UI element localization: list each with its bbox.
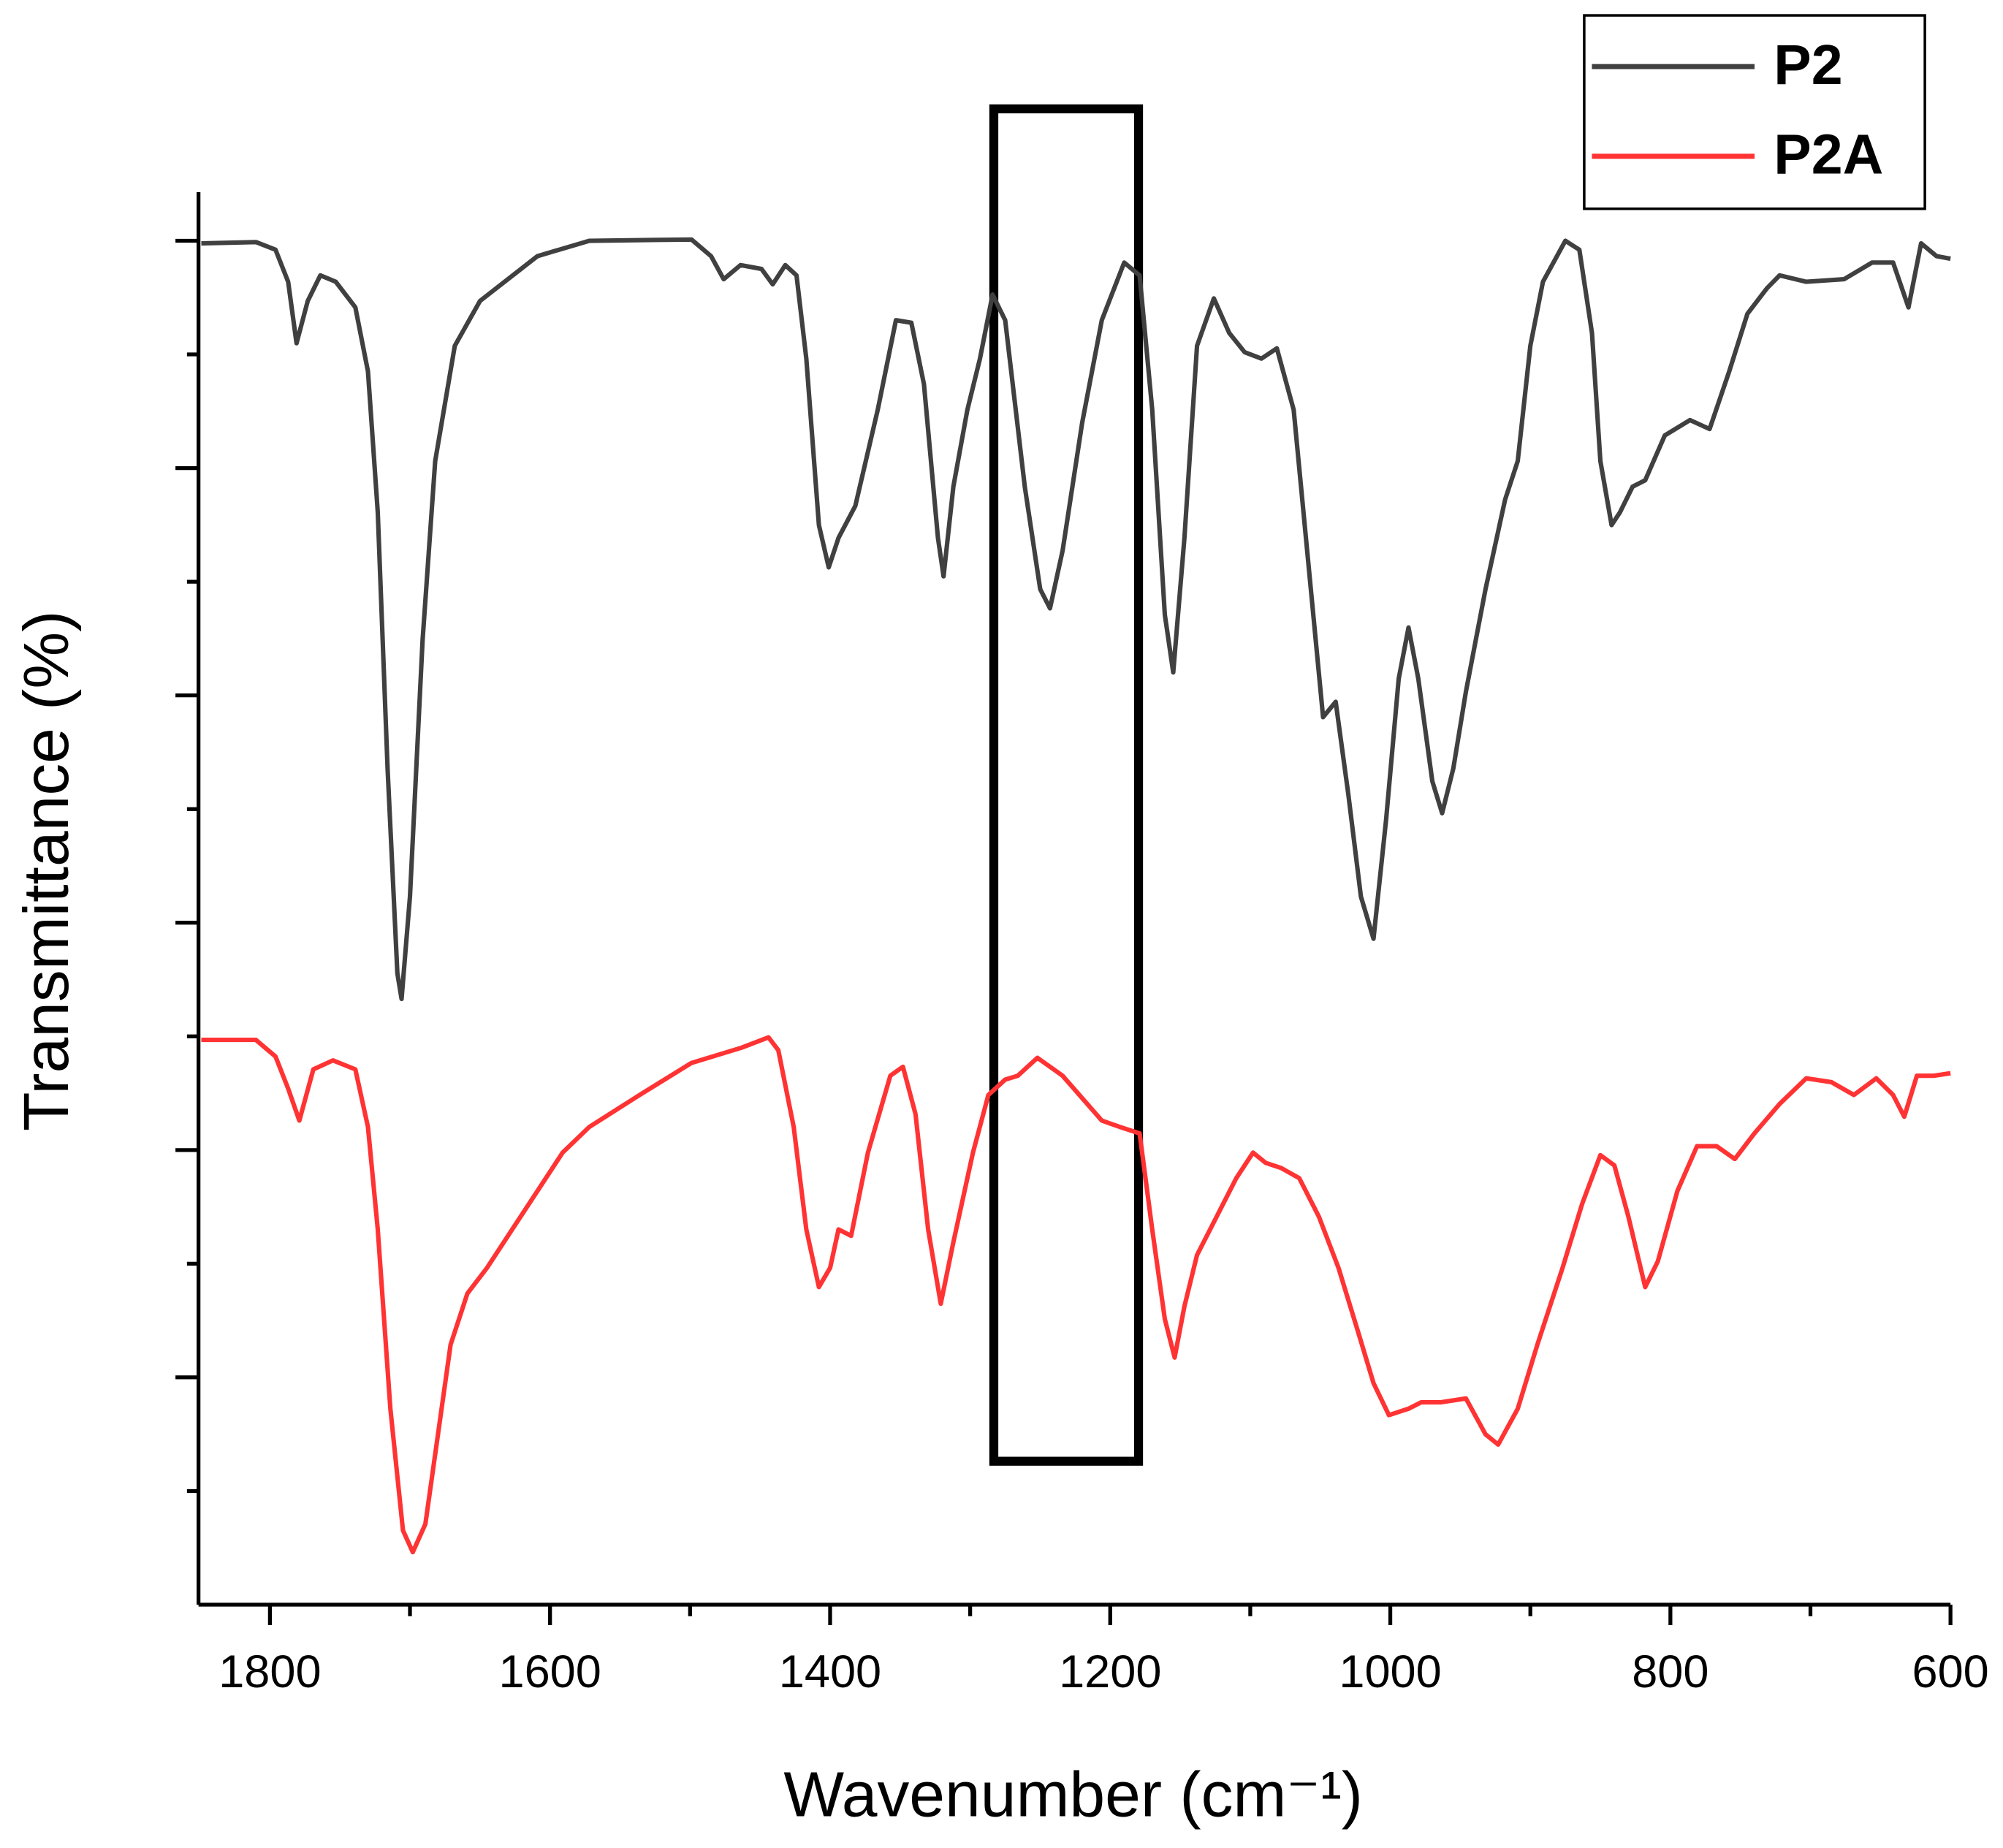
x-tick-label: 1600 <box>499 1646 601 1697</box>
legend-label: P2 <box>1774 34 1842 96</box>
x-tick-label: 600 <box>1912 1646 1989 1697</box>
x-tick-label: 1000 <box>1339 1646 1441 1697</box>
x-tick-label: 1800 <box>218 1646 321 1697</box>
legend-label: P2A <box>1774 123 1883 186</box>
x-axis-title: Wavenumber (cm⁻¹) <box>783 1759 1363 1830</box>
legend-box <box>1583 14 1926 210</box>
x-tick-label: 800 <box>1632 1646 1709 1697</box>
x-tick-label: 1400 <box>779 1646 881 1697</box>
y-axis-title: Transmittance (%) <box>10 611 82 1131</box>
series-line <box>201 1035 1951 1555</box>
series-line <box>201 237 1951 1002</box>
x-tick-label: 1200 <box>1059 1646 1161 1697</box>
highlight-box <box>989 104 1144 1466</box>
